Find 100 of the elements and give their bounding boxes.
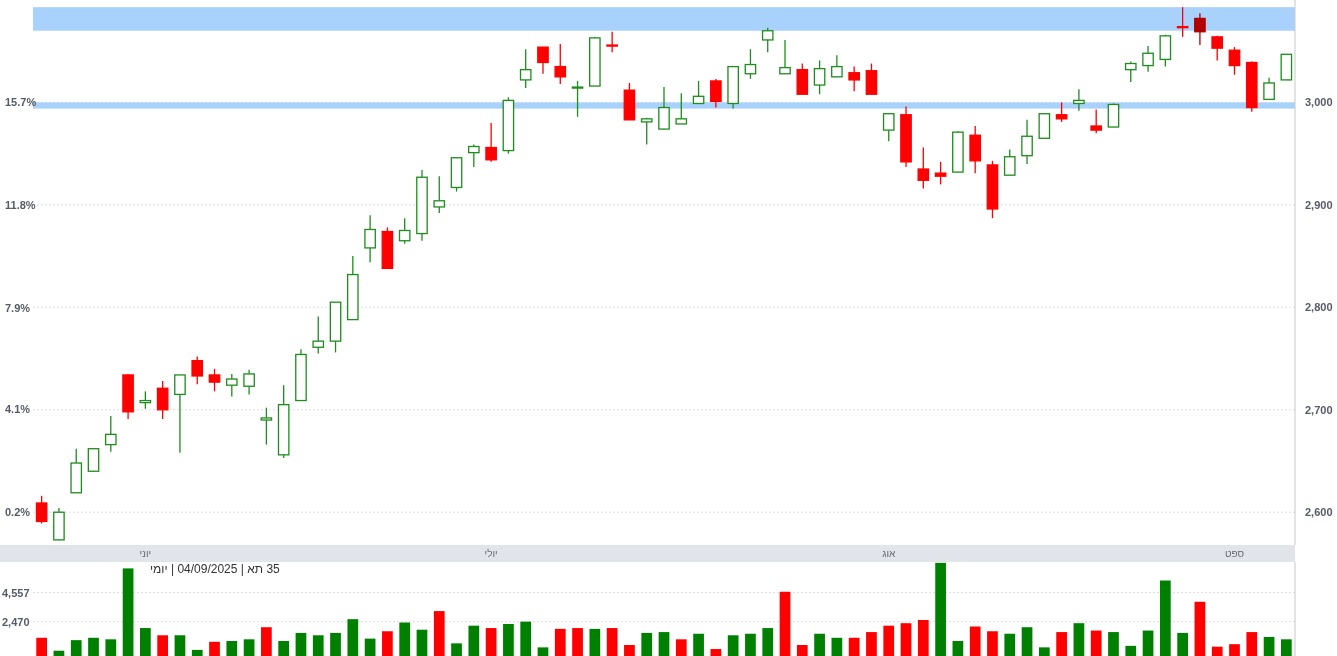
candlestick	[1124, 60, 1137, 83]
candlestick	[1073, 88, 1085, 112]
bar	[399, 622, 411, 656]
candlestick	[156, 380, 169, 420]
candlestick	[882, 113, 895, 143]
y2-tick-label: 0.2%	[5, 505, 31, 518]
y-tick-label: 2,700	[1305, 403, 1333, 416]
bar	[1194, 601, 1206, 656]
x-tick-label: ספט	[1224, 548, 1245, 559]
candlestick	[468, 143, 480, 168]
candlestick	[710, 78, 722, 109]
bar	[831, 637, 843, 656]
y-tick-label: 2,470	[2, 615, 30, 628]
bar	[848, 637, 860, 656]
bar	[226, 640, 238, 656]
y-tick-label: 2,800	[1305, 301, 1333, 314]
bar	[814, 633, 825, 656]
bar	[312, 635, 324, 656]
bar	[745, 633, 756, 656]
candlestick	[744, 48, 757, 80]
bar	[209, 641, 220, 656]
candlestick	[191, 355, 204, 385]
candlestick	[658, 86, 670, 130]
bar	[727, 635, 739, 656]
bar	[1073, 623, 1085, 656]
bar	[1142, 630, 1154, 656]
bar	[382, 631, 393, 656]
candlestick	[1142, 45, 1154, 73]
text: יומי | 04/09/2025 | תא 35	[150, 562, 281, 576]
candlestick	[312, 315, 325, 355]
y2-tick-label: 11.8%	[5, 199, 36, 212]
bar	[1056, 632, 1067, 656]
candlestick	[917, 146, 930, 190]
bar	[589, 628, 601, 656]
y-tick-label: 4,557	[2, 586, 30, 599]
bar	[503, 624, 514, 656]
bar	[693, 633, 704, 656]
bar	[520, 621, 532, 656]
candlestick	[675, 92, 688, 125]
candlestick	[848, 65, 860, 92]
bar	[762, 628, 774, 656]
bar	[88, 637, 99, 656]
bar	[779, 591, 791, 656]
bar	[1177, 632, 1188, 656]
bar	[174, 635, 186, 656]
y-tick-label: 3,000	[1305, 96, 1333, 109]
candlestick	[87, 448, 100, 472]
candlestick	[433, 175, 446, 214]
bar	[1246, 632, 1258, 656]
bar	[36, 637, 47, 656]
bar	[1229, 644, 1240, 656]
candlestick	[1090, 108, 1103, 134]
bar	[364, 638, 376, 656]
bar	[295, 632, 307, 656]
y-tick-label: 2,900	[1305, 198, 1333, 211]
candlestick	[1055, 101, 1068, 123]
candlestick	[1228, 46, 1241, 76]
bar	[1263, 636, 1275, 656]
bar	[485, 628, 497, 656]
bar	[468, 625, 480, 656]
candlestick	[174, 374, 186, 454]
bar	[1211, 646, 1223, 656]
bar	[969, 626, 981, 656]
candlestick	[692, 80, 705, 105]
candlestick	[260, 407, 273, 446]
bar	[900, 623, 912, 656]
candlestick	[606, 31, 618, 53]
candlestick	[1263, 77, 1275, 101]
candlestick	[1107, 102, 1120, 128]
y2-tick-label: 4.1%	[5, 402, 31, 415]
bar	[1125, 645, 1137, 656]
y2-tick-label: 7.9%	[5, 302, 31, 315]
candlestick	[640, 117, 653, 146]
candlestick	[761, 27, 774, 53]
candlestick	[571, 80, 584, 118]
bar	[537, 647, 549, 656]
x-tick-label: יולי	[484, 548, 498, 559]
bar	[952, 640, 964, 656]
bar	[191, 649, 203, 656]
x-tick-label: אוג	[882, 548, 897, 559]
bar	[917, 619, 929, 656]
candlestick	[1194, 12, 1206, 46]
bar	[866, 632, 877, 656]
bar	[710, 649, 722, 656]
bar	[606, 628, 618, 656]
x-tick-label: יוני	[139, 548, 152, 559]
bar	[1038, 647, 1050, 656]
candlestick	[1021, 119, 1033, 165]
candlestick	[865, 62, 878, 95]
bar	[675, 639, 687, 656]
bar	[105, 639, 117, 656]
bar	[1159, 580, 1171, 656]
bar	[451, 643, 462, 656]
candlestick	[813, 59, 826, 95]
bar	[1090, 630, 1102, 656]
bar	[1108, 632, 1119, 656]
bar	[261, 627, 272, 656]
candlestick	[364, 214, 376, 263]
candlestick	[1003, 148, 1016, 176]
bar	[1004, 633, 1016, 656]
